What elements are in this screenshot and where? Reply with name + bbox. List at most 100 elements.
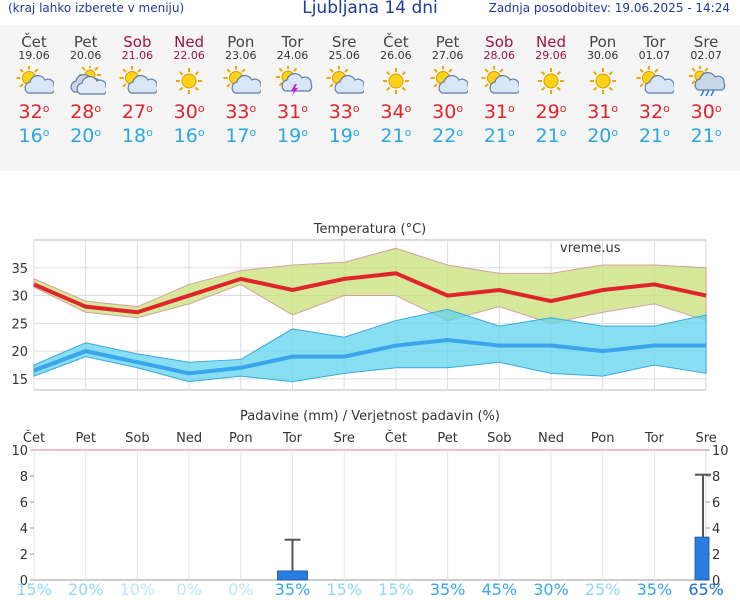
- min-temp-value: 16: [173, 125, 198, 147]
- day-name: Pet: [435, 33, 460, 51]
- thunderstorm-icon: [275, 66, 312, 96]
- forecast-day: Sre 25.06 33o 19o: [318, 25, 370, 147]
- max-temp-value: 31: [587, 101, 612, 123]
- min-temp: 16o: [18, 125, 50, 147]
- temperature-chart-title: Temperatura (°C): [313, 222, 426, 237]
- precipitation-day-label: Pon: [229, 431, 253, 446]
- min-temp-value: 21: [690, 125, 715, 147]
- forecast-day: Čet 19.06 32o 16o: [8, 25, 60, 147]
- day-date: 29.06: [535, 49, 567, 62]
- day-name: Sob: [123, 33, 152, 51]
- precipitation-chart-title: Padavine (mm) / Verjetnost padavin (%): [240, 409, 500, 424]
- precipitation-tick-label-right: 4: [712, 522, 720, 537]
- max-temp: 34o: [380, 101, 412, 123]
- day-name: Čet: [21, 33, 47, 51]
- precipitation-probability: 35%: [429, 580, 466, 599]
- min-temp: 22o: [432, 125, 464, 147]
- forecast-day: Pon 23.06 33o 17o: [215, 25, 267, 147]
- min-temp-value: 20: [70, 125, 95, 147]
- sun-cloud-icon: [636, 66, 675, 94]
- day-date: 28.06: [483, 49, 516, 62]
- sun-icon: [382, 68, 409, 94]
- precipitation-day-label: Sob: [125, 431, 149, 446]
- max-temp-value: 32: [18, 101, 43, 123]
- precipitation-tick-label-right: 2: [712, 548, 720, 563]
- precipitation-tick-label-left: 4: [20, 522, 28, 537]
- precipitation-day-label: Ned: [538, 431, 564, 446]
- min-temp-value: 20: [587, 125, 612, 147]
- max-temp: 33o: [225, 101, 257, 123]
- max-temp: 32o: [18, 101, 50, 123]
- max-temp: 29o: [535, 101, 567, 123]
- temperature-tick-label: 15: [11, 373, 28, 388]
- min-temp-value: 21: [483, 125, 509, 147]
- precipitation-tick-label-right: 10: [712, 444, 729, 459]
- min-temp: 21o: [380, 125, 412, 147]
- max-temp: 27o: [121, 101, 153, 123]
- forecast-day: Ned 29.06 29o 21o: [525, 25, 577, 147]
- min-temp-value: 18: [121, 125, 147, 147]
- sun-icon: [176, 68, 203, 94]
- forecast-day: Sob 28.06 31o 21o: [473, 25, 525, 147]
- day-name: Tor: [281, 33, 304, 51]
- precipitation-bar: [694, 536, 710, 581]
- precipitation-day-label: Sre: [334, 431, 355, 446]
- max-temp-value: 31: [277, 101, 302, 123]
- forecast-day: Čet 26.06 34o 21o: [370, 25, 422, 147]
- max-temp-line: [33, 271, 707, 315]
- min-temp: 20o: [70, 125, 102, 147]
- max-temp-value: 31: [483, 101, 509, 123]
- forecast-strip: Čet 19.06 32o 16o Pet 20.06 28o 20o Sob 21.06 27o 1…: [0, 25, 740, 171]
- max-temp: 28o: [70, 101, 102, 123]
- day-name: Čet: [383, 33, 409, 51]
- precipitation-probability: 30%: [533, 580, 569, 599]
- forecast-day: Sre 02.07 30o 21o: [680, 25, 732, 147]
- precipitation-day-label: Tor: [644, 431, 665, 446]
- min-temp-value: 17: [225, 125, 250, 147]
- min-temp-value: 19: [277, 125, 302, 147]
- day-date: 23.06: [225, 49, 257, 62]
- precipitation-probability: 0%: [228, 580, 254, 599]
- min-temp-value: 16: [18, 125, 43, 147]
- sun-cloud-icon: [119, 66, 158, 94]
- day-name: Pon: [227, 33, 255, 51]
- max-temp-value: 30: [432, 101, 457, 123]
- max-temp-value: 27: [121, 101, 147, 123]
- day-date: 25.06: [328, 49, 360, 62]
- min-temp-line: [33, 337, 707, 376]
- sun-icon: [538, 68, 564, 94]
- min-temp: 19o: [277, 125, 308, 147]
- day-date: 22.06: [173, 49, 205, 62]
- day-name: Sre: [331, 33, 357, 51]
- max-temp: 32o: [638, 101, 670, 123]
- max-temp-value: 33: [328, 101, 353, 123]
- min-temp-value: 22: [432, 125, 457, 147]
- precipitation-probability: 65%: [688, 580, 724, 599]
- min-temp: 16o: [173, 125, 205, 147]
- precipitation-probability: 45%: [481, 580, 518, 599]
- day-name: Pon: [589, 33, 617, 51]
- max-temp: 33o: [328, 101, 360, 123]
- day-name: Pet: [73, 33, 98, 51]
- min-temp: 21o: [535, 125, 567, 147]
- precipitation-tick-label-right: 6: [712, 496, 720, 511]
- precipitation-day-label: Sob: [487, 431, 511, 446]
- precipitation-day-label: Pet: [437, 431, 457, 446]
- precipitation-tick-label-left: 2: [20, 548, 28, 563]
- precipitation-probability: 10%: [119, 580, 156, 599]
- precipitation-tick-label-left: 6: [20, 496, 28, 511]
- sun-cloud-icon: [481, 66, 520, 94]
- max-temp: 31o: [483, 101, 515, 123]
- min-temp: 19o: [328, 125, 360, 147]
- day-date: 20.06: [69, 49, 102, 62]
- max-temp: 30o: [173, 101, 205, 123]
- precipitation-bar: [277, 570, 308, 581]
- max-temp-value: 30: [690, 101, 715, 123]
- min-temp: 20o: [587, 125, 619, 147]
- max-temp-value: 29: [535, 101, 560, 123]
- precipitation-tick-label-right: 0: [712, 574, 720, 589]
- max-temp: 31o: [587, 101, 619, 123]
- forecast-day: Sob 21.06 27o 18o: [111, 25, 163, 147]
- precipitation-tick-label-left: 10: [11, 444, 28, 459]
- forecast-day: Pet 27.06 30o 22o: [422, 25, 474, 147]
